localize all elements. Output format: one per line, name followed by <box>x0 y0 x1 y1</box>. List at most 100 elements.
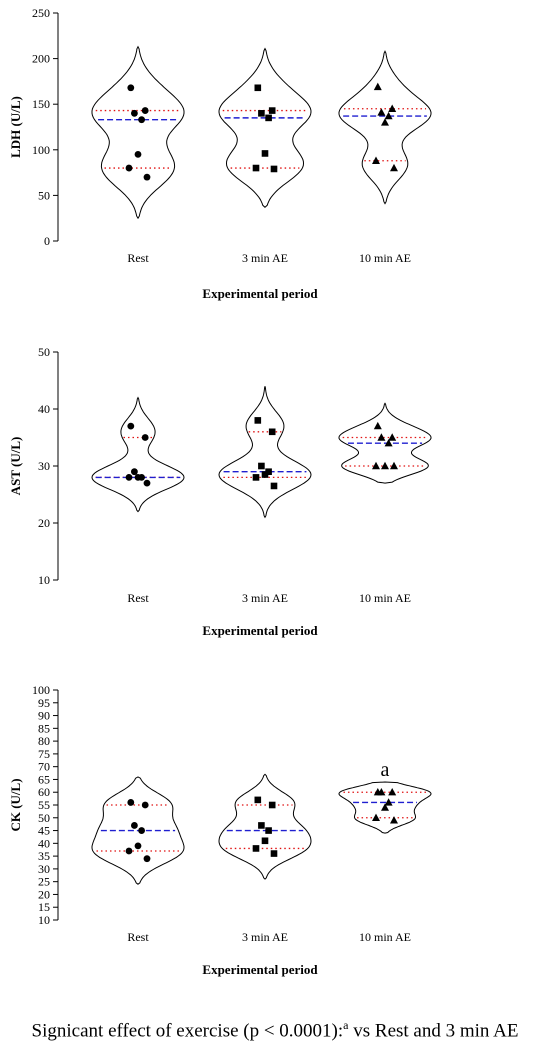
x-axis-label: Experimental period <box>202 962 318 977</box>
data-point-circle <box>138 827 146 834</box>
y-tick-label: 40 <box>38 402 50 416</box>
data-point-square <box>258 110 265 117</box>
data-point-circle <box>125 164 133 172</box>
data-point-circle <box>141 801 149 809</box>
y-tick-label: 100 <box>32 683 50 697</box>
y-tick-label: 45 <box>38 824 50 838</box>
data-point-square <box>268 801 276 809</box>
data-point-triangle <box>388 104 397 112</box>
data-point-square <box>265 114 272 122</box>
data-point-square <box>261 150 269 157</box>
x-tick-label: Rest <box>127 591 149 605</box>
data-point-circle <box>131 468 138 476</box>
y-tick-label: 65 <box>38 772 50 786</box>
data-point-square <box>270 850 278 857</box>
x-axis-label: Experimental period <box>202 286 318 301</box>
y-tick-label: 20 <box>38 887 50 901</box>
data-point-triangle <box>373 421 382 430</box>
data-point-circle <box>141 434 149 441</box>
y-axis-label: CK (U/L) <box>8 778 23 831</box>
y-tick-label: 10 <box>38 913 50 927</box>
violin-outline <box>91 396 185 513</box>
x-tick-label: 3 min AE <box>242 591 288 605</box>
y-tick-label: 85 <box>38 721 50 735</box>
data-point-triangle <box>372 156 380 164</box>
data-point-square <box>265 827 272 834</box>
violin-outline <box>91 45 185 220</box>
y-tick-label: 100 <box>32 143 50 157</box>
data-point-square <box>265 468 272 475</box>
data-point-square <box>252 845 260 852</box>
y-tick-label: 20 <box>38 516 50 530</box>
data-point-circle <box>141 107 149 114</box>
data-point-triangle <box>390 163 398 172</box>
y-tick-label: 50 <box>38 811 50 825</box>
y-tick-label: 30 <box>38 459 50 473</box>
data-point-square <box>270 165 278 173</box>
data-point-triangle <box>377 788 386 796</box>
significance-annotation: a <box>381 759 390 781</box>
y-tick-label: 75 <box>38 747 50 761</box>
x-tick-label: 10 min AE <box>359 930 411 944</box>
data-point-square <box>268 428 276 436</box>
y-tick-label: 25 <box>38 875 50 889</box>
violin-charts: 0 50 100 150 200 250 LDH (U/L) Experimental per… <box>8 6 432 977</box>
x-tick-label: Rest <box>127 251 149 265</box>
data-point-triangle <box>390 816 398 824</box>
x-tick-label: 10 min AE <box>359 591 411 605</box>
data-point-triangle <box>377 108 386 116</box>
y-tick-label: 15 <box>38 900 50 914</box>
y-tick-label: 35 <box>38 849 50 863</box>
y-tick-label: 70 <box>38 760 50 774</box>
data-point-circle <box>143 855 151 863</box>
violin-outline <box>338 50 432 205</box>
y-tick-label: 60 <box>38 785 50 799</box>
data-point-square <box>254 84 262 92</box>
data-point-circle <box>134 150 142 158</box>
data-point-square <box>270 482 278 490</box>
violin-outline <box>218 773 312 880</box>
data-point-circle <box>143 479 151 487</box>
data-point-circle <box>127 84 135 92</box>
data-point-circle <box>143 173 151 181</box>
y-tick-label: 250 <box>32 6 50 20</box>
y-tick-label: 200 <box>32 52 50 66</box>
x-tick-label: Rest <box>127 930 149 944</box>
data-point-square <box>252 474 260 481</box>
violin-outline <box>218 47 312 208</box>
y-tick-label: 40 <box>38 836 50 850</box>
data-point-circle <box>125 474 133 481</box>
violin-outline <box>338 402 432 484</box>
data-point-triangle <box>372 461 380 470</box>
data-point-circle <box>127 422 135 430</box>
y-tick-label: 10 <box>38 573 50 587</box>
y-tick-label: 55 <box>38 798 50 812</box>
data-point-square <box>261 837 269 845</box>
data-point-square <box>268 107 276 114</box>
caption-text: Signicant effect of exercise (p < 0.0001… <box>31 1020 344 1042</box>
y-tick-label: 50 <box>38 188 50 202</box>
data-point-square <box>261 471 269 478</box>
data-point-triangle <box>384 111 393 120</box>
data-point-circle <box>131 109 138 117</box>
data-point-circle <box>127 799 135 806</box>
violin-outline <box>338 781 432 834</box>
data-point-triangle <box>377 433 386 441</box>
data-point-triangle <box>384 798 393 806</box>
data-point-triangle <box>372 813 380 821</box>
data-point-circle <box>134 842 142 850</box>
violin-outline <box>218 386 312 519</box>
y-tick-label: 30 <box>38 862 50 876</box>
x-tick-label: 3 min AE <box>242 930 288 944</box>
data-point-triangle <box>381 461 389 470</box>
data-point-circle <box>131 822 138 829</box>
y-tick-label: 95 <box>38 696 50 710</box>
y-tick-label: 80 <box>38 734 50 748</box>
data-point-triangle <box>388 788 397 796</box>
data-point-square <box>258 822 265 829</box>
data-point-triangle <box>381 803 389 811</box>
data-point-triangle <box>381 118 389 126</box>
data-point-square <box>252 164 260 172</box>
data-point-triangle <box>388 433 397 441</box>
data-point-square <box>258 462 265 470</box>
